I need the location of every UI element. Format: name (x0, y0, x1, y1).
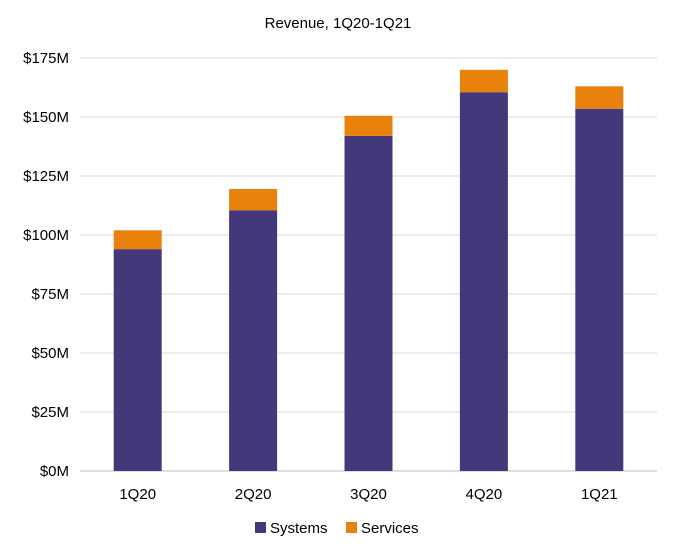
legend: Systems Services (255, 520, 419, 537)
y-tick-label: $50M (31, 345, 69, 362)
legend-label-services: Services (361, 520, 419, 537)
bar-systems-2q20 (229, 210, 278, 471)
legend-swatch-services (346, 522, 357, 533)
y-axis-ticks: $0M $25M $50M $75M $100M $125M $150M $175M (23, 50, 69, 480)
x-axis-ticks: 1Q20 2Q20 3Q20 4Q20 1Q21 (119, 486, 617, 503)
bar-systems-1q20 (113, 249, 162, 471)
y-tick-label: $150M (23, 109, 69, 126)
y-tick-label: $25M (31, 404, 69, 421)
x-tick-label: 4Q20 (466, 486, 503, 503)
y-tick-label: $0M (40, 463, 69, 480)
bar-services-1q21 (575, 86, 624, 109)
bar-systems-1q21 (575, 108, 624, 472)
bars (113, 69, 624, 472)
y-tick-label: $75M (31, 286, 69, 303)
y-tick-label: $100M (23, 227, 69, 244)
x-tick-label: 1Q21 (581, 486, 618, 503)
bar-systems-3q20 (344, 135, 393, 471)
chart-title: Revenue, 1Q20-1Q21 (265, 15, 412, 32)
bar-services-2q20 (229, 188, 278, 211)
x-tick-label: 3Q20 (350, 486, 387, 503)
bar-systems-4q20 (459, 92, 508, 471)
y-tick-label: $175M (23, 50, 69, 67)
y-tick-label: $125M (23, 168, 69, 185)
x-tick-label: 2Q20 (235, 486, 272, 503)
bar-services-3q20 (344, 115, 393, 136)
bar-services-1q20 (113, 230, 162, 250)
legend-swatch-systems (255, 522, 266, 533)
legend-label-systems: Systems (270, 520, 328, 537)
bar-services-4q20 (459, 69, 508, 93)
x-tick-label: 1Q20 (119, 486, 156, 503)
